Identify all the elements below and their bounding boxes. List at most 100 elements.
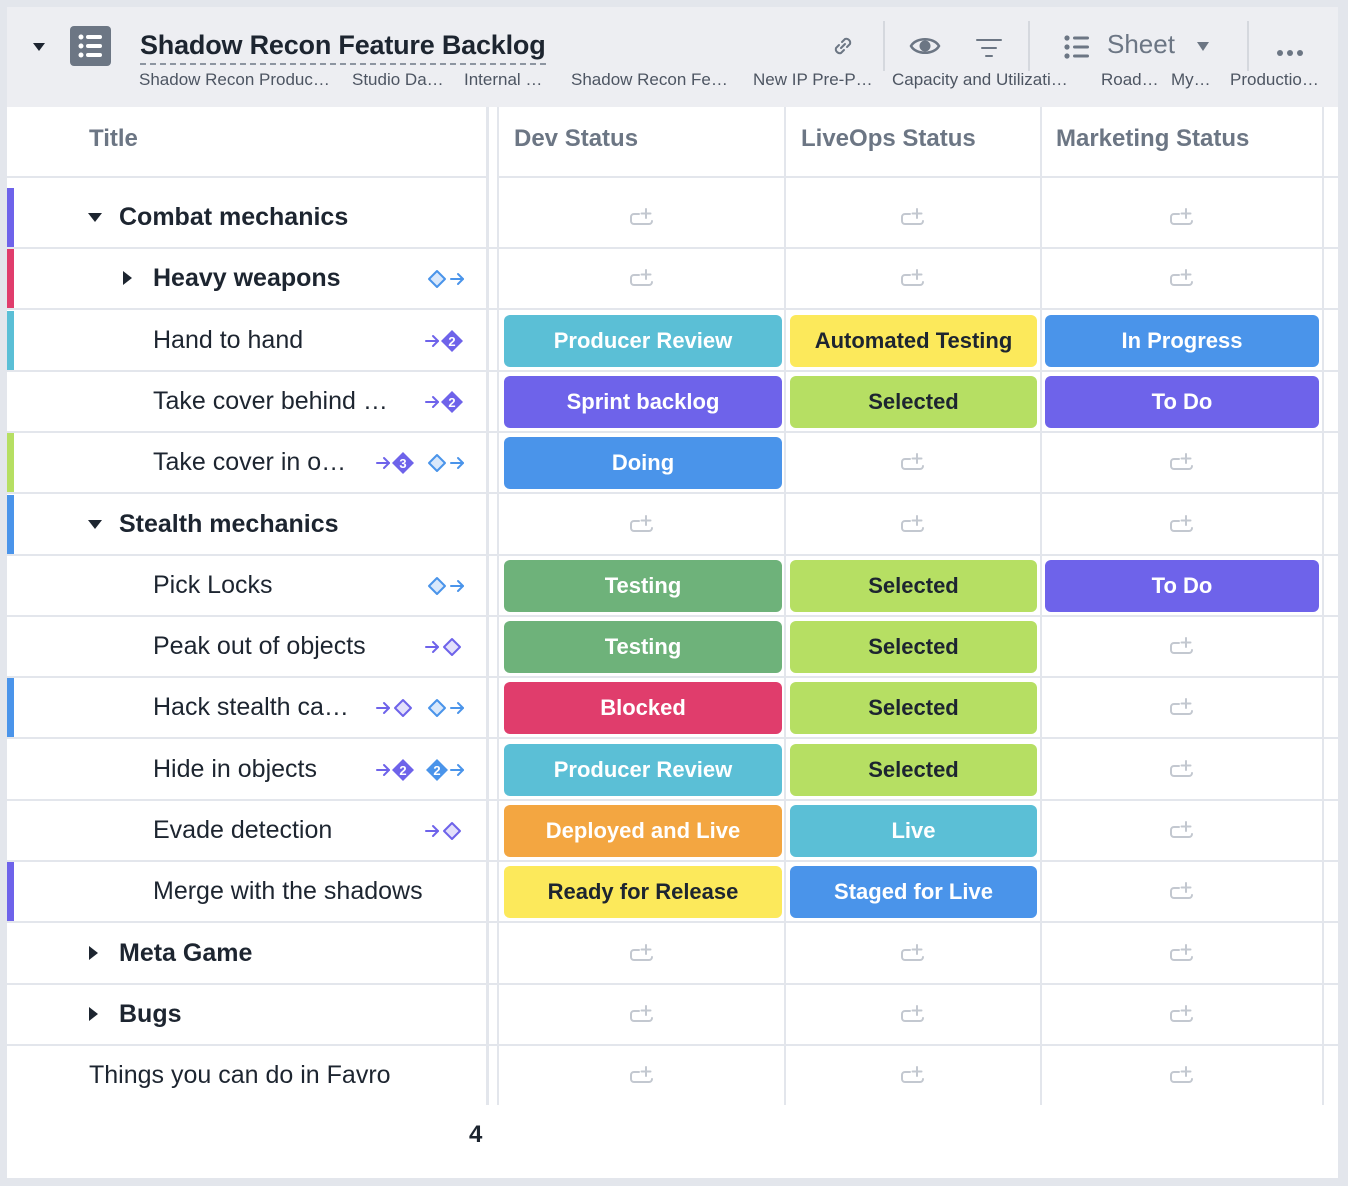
table-row[interactable]: Combat mechanics bbox=[7, 188, 1338, 249]
add-status-icon[interactable] bbox=[1169, 882, 1195, 905]
table-row[interactable]: Bugs bbox=[7, 985, 1338, 1046]
breadcrumb-item[interactable]: Shadow Recon Produc… bbox=[139, 70, 330, 89]
incoming-relation-icon[interactable] bbox=[425, 819, 465, 843]
more-icon[interactable] bbox=[1276, 44, 1304, 62]
incoming-relation-icon[interactable]: 2 bbox=[376, 758, 416, 782]
marketing-status-badge[interactable]: To Do bbox=[1045, 559, 1319, 612]
card-title[interactable]: Take cover in o… bbox=[153, 448, 347, 477]
table-row[interactable]: Take cover in o… 3 Doing bbox=[7, 433, 1338, 495]
outgoing-relation-icon[interactable] bbox=[425, 267, 465, 291]
breadcrumb-item[interactable]: Road… bbox=[1101, 70, 1159, 89]
card-title[interactable]: Meta Game bbox=[119, 938, 253, 967]
eye-icon[interactable] bbox=[909, 35, 941, 62]
dev-status-badge[interactable]: Ready for Release bbox=[504, 866, 782, 919]
card-title[interactable]: Bugs bbox=[119, 999, 182, 1028]
card-title[interactable]: Stealth mechanics bbox=[119, 509, 339, 538]
liveops-status-badge[interactable]: Selected bbox=[790, 375, 1037, 428]
expand-caret-icon[interactable] bbox=[89, 945, 98, 960]
add-status-icon[interactable] bbox=[1169, 1066, 1195, 1089]
frozen-column-divider[interactable] bbox=[486, 107, 489, 1178]
collapse-caret-icon[interactable] bbox=[88, 213, 102, 222]
column-header-marketing-status[interactable]: Marketing Status bbox=[1056, 125, 1250, 152]
incoming-relation-icon[interactable]: 3 bbox=[376, 451, 416, 475]
table-row[interactable]: Peak out of objects Testing Selected bbox=[7, 617, 1338, 679]
table-row[interactable]: Merge with the shadows Ready for Release S… bbox=[7, 862, 1338, 924]
board-title[interactable]: Shadow Recon Feature Backlog bbox=[140, 29, 546, 65]
table-row[interactable]: Evade detection Deployed and Live Live bbox=[7, 801, 1338, 862]
card-title[interactable]: Heavy weapons bbox=[153, 264, 341, 293]
table-row[interactable]: Stealth mechanics bbox=[7, 494, 1338, 556]
add-status-icon[interactable] bbox=[900, 269, 926, 292]
card-title[interactable]: Hack stealth ca… bbox=[153, 693, 349, 722]
breadcrumb-item[interactable]: My… bbox=[1171, 70, 1211, 89]
liveops-status-badge[interactable]: Selected bbox=[790, 621, 1037, 674]
add-status-icon[interactable] bbox=[629, 943, 655, 967]
marketing-status-badge[interactable]: To Do bbox=[1045, 375, 1319, 428]
add-status-icon[interactable] bbox=[900, 1004, 926, 1028]
breadcrumb-item[interactable]: Internal … bbox=[464, 70, 543, 89]
table-row[interactable]: Heavy weapons bbox=[7, 249, 1338, 311]
outgoing-relation-icon[interactable] bbox=[425, 696, 465, 720]
table-row[interactable]: Hand to hand 2 Producer Review Automated Te… bbox=[7, 310, 1338, 372]
add-status-icon[interactable] bbox=[1169, 637, 1195, 660]
add-status-icon[interactable] bbox=[1169, 1004, 1195, 1028]
incoming-relation-icon[interactable]: 2 bbox=[425, 390, 465, 414]
liveops-status-badge[interactable]: Selected bbox=[790, 682, 1037, 735]
liveops-status-badge[interactable]: Selected bbox=[790, 559, 1037, 612]
view-mode-selector[interactable]: Sheet bbox=[1107, 29, 1175, 59]
incoming-relation-icon[interactable]: 2 bbox=[425, 329, 465, 353]
liveops-status-badge[interactable]: Live bbox=[790, 805, 1037, 857]
breadcrumb-item[interactable]: Capacity and Utilizati… bbox=[892, 70, 1068, 89]
dev-status-badge[interactable]: Testing bbox=[504, 559, 782, 612]
card-title[interactable]: Hide in objects bbox=[153, 754, 317, 783]
dev-status-badge[interactable]: Producer Review bbox=[504, 314, 782, 367]
card-title[interactable]: Take cover behind … bbox=[153, 386, 388, 415]
outgoing-relation-icon[interactable] bbox=[425, 451, 465, 475]
add-status-icon[interactable] bbox=[1169, 943, 1195, 967]
dev-status-badge[interactable]: Sprint backlog bbox=[504, 375, 782, 428]
liveops-status-badge[interactable]: Automated Testing bbox=[790, 314, 1037, 367]
dev-status-badge[interactable]: Producer Review bbox=[504, 743, 782, 796]
table-row[interactable]: Meta Game bbox=[7, 924, 1338, 985]
collapse-board-caret-icon[interactable] bbox=[33, 43, 45, 51]
outgoing-relation-icon[interactable] bbox=[425, 574, 465, 598]
card-title[interactable]: Hand to hand bbox=[153, 325, 304, 354]
table-row[interactable]: Pick Locks Testing Selected To Do bbox=[7, 556, 1338, 617]
table-row[interactable]: Hack stealth ca… Blocked Selected bbox=[7, 678, 1338, 740]
add-status-icon[interactable] bbox=[1169, 821, 1195, 844]
incoming-relation-icon[interactable] bbox=[376, 696, 416, 720]
breadcrumb-item[interactable]: New IP Pre-P… bbox=[753, 70, 873, 89]
add-status-icon[interactable] bbox=[629, 514, 655, 538]
column-header-dev-status[interactable]: Dev Status bbox=[514, 125, 639, 152]
incoming-relation-icon[interactable] bbox=[425, 635, 465, 659]
breadcrumb-item[interactable]: Productio… bbox=[1230, 70, 1319, 89]
link-icon[interactable] bbox=[829, 32, 857, 65]
table-row[interactable]: Things you can do in Favro bbox=[7, 1046, 1338, 1108]
dev-status-badge[interactable]: Doing bbox=[504, 437, 782, 490]
add-status-icon[interactable] bbox=[1169, 698, 1195, 721]
expand-caret-icon[interactable] bbox=[89, 1006, 98, 1021]
breadcrumb-item[interactable]: Studio Da… bbox=[352, 70, 444, 89]
expand-caret-icon[interactable] bbox=[123, 271, 132, 286]
card-title[interactable]: Things you can do in Favro bbox=[89, 1061, 391, 1090]
add-status-icon[interactable] bbox=[1169, 269, 1195, 292]
card-title[interactable]: Pick Locks bbox=[153, 570, 273, 599]
liveops-status-badge[interactable]: Staged for Live bbox=[790, 866, 1037, 919]
add-status-icon[interactable] bbox=[900, 1066, 926, 1089]
add-status-icon[interactable] bbox=[1169, 514, 1195, 538]
liveops-status-badge[interactable]: Selected bbox=[790, 743, 1037, 796]
table-row[interactable]: Take cover behind … 2 Sprint backlog Select… bbox=[7, 372, 1338, 433]
dev-status-badge[interactable]: Testing bbox=[504, 621, 782, 674]
dev-status-badge[interactable]: Deployed and Live bbox=[504, 805, 782, 857]
filter-icon[interactable] bbox=[975, 38, 1003, 63]
card-title[interactable]: Evade detection bbox=[153, 816, 333, 844]
add-status-icon[interactable] bbox=[629, 208, 655, 231]
card-title[interactable]: Merge with the shadows bbox=[153, 877, 423, 906]
view-mode-caret-icon[interactable] bbox=[1197, 42, 1209, 51]
add-status-icon[interactable] bbox=[629, 1066, 655, 1089]
add-status-icon[interactable] bbox=[1169, 759, 1195, 783]
breadcrumb-item[interactable]: Shadow Recon Fe… bbox=[571, 70, 728, 89]
outgoing-relation-icon[interactable]: 2 bbox=[425, 758, 465, 782]
add-status-icon[interactable] bbox=[900, 514, 926, 538]
add-status-icon[interactable] bbox=[900, 208, 926, 231]
